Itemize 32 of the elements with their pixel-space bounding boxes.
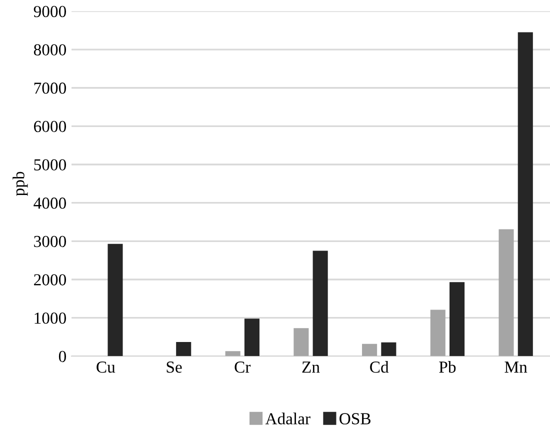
bar bbox=[362, 344, 378, 356]
x-tick-label: Pb bbox=[439, 361, 456, 373]
y-tick-label: 5000 bbox=[34, 159, 66, 170]
bar bbox=[450, 282, 465, 356]
y-tick-label: 7000 bbox=[34, 82, 66, 94]
y-tick-label: 6000 bbox=[34, 120, 66, 132]
y-tick-label: 3000 bbox=[34, 236, 66, 248]
x-tick-label: Cu bbox=[96, 362, 116, 373]
y-tick-label: 8000 bbox=[34, 44, 66, 56]
bar bbox=[498, 229, 514, 356]
bar bbox=[244, 318, 260, 356]
bar bbox=[225, 351, 240, 356]
bar bbox=[294, 328, 309, 356]
legend-label: OSB bbox=[340, 413, 370, 424]
x-tick-label: Zn bbox=[302, 362, 320, 373]
y-tick-label: 2000 bbox=[34, 274, 66, 286]
y-tick-label: 0 bbox=[58, 350, 66, 362]
legend-label: Adalar bbox=[265, 412, 310, 424]
bar bbox=[176, 342, 192, 356]
bar bbox=[430, 310, 446, 356]
bar bbox=[381, 342, 396, 356]
bar bbox=[108, 244, 123, 356]
bar bbox=[312, 250, 328, 356]
x-tick-label: Cd bbox=[370, 361, 389, 373]
bar bbox=[518, 32, 533, 356]
x-tick-label: Cr bbox=[234, 362, 251, 373]
y-axis-title: ppb bbox=[12, 172, 28, 196]
y-tick-label: 9000 bbox=[34, 6, 66, 18]
y-tick-label: 4000 bbox=[34, 198, 66, 209]
x-tick-label: Mn bbox=[504, 362, 528, 373]
y-tick-label: 1000 bbox=[34, 312, 66, 324]
x-tick-label: Se bbox=[166, 362, 182, 373]
